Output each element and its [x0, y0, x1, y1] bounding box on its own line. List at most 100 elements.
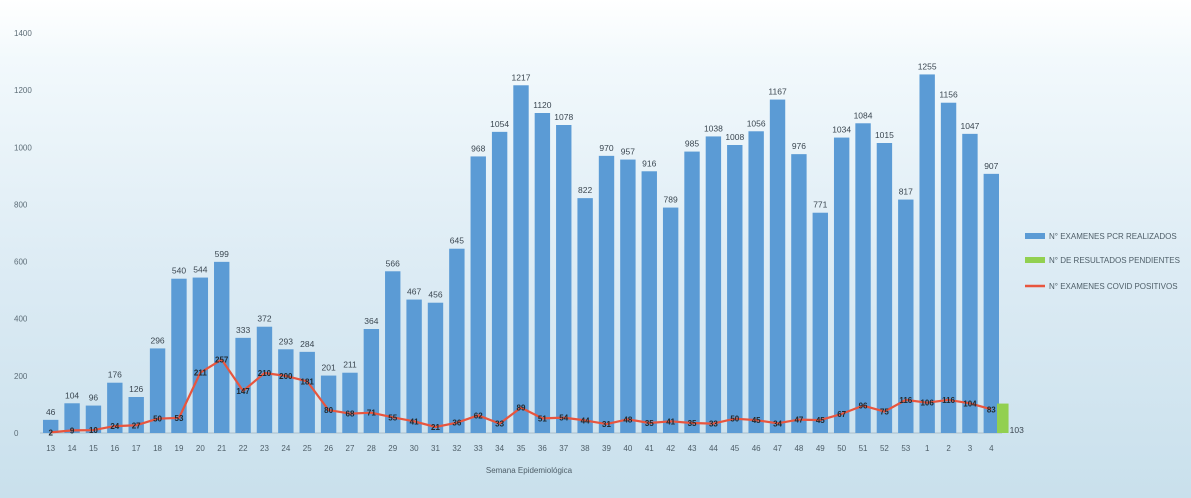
line-value-label: 257	[215, 356, 229, 365]
bar-pcr	[941, 103, 956, 433]
line-value-label: 96	[859, 402, 868, 411]
x-tick-label: 21	[217, 444, 226, 453]
bar-value-label: 284	[300, 339, 314, 349]
x-tick-label: 40	[623, 444, 632, 453]
bar-value-label: 201	[322, 363, 336, 373]
x-tick-label: 34	[495, 444, 504, 453]
line-value-label: 50	[730, 415, 739, 424]
line-value-label: 41	[410, 417, 419, 426]
bar-pcr	[748, 131, 763, 433]
bar-pcr	[342, 373, 357, 433]
bar-pcr	[171, 279, 186, 433]
bar-value-label: 968	[471, 143, 485, 153]
bar-value-label: 96	[89, 393, 99, 403]
line-value-label: 80	[324, 406, 333, 415]
line-value-label: 67	[837, 410, 846, 419]
x-tick-label: 15	[89, 444, 98, 453]
bar-pcr	[855, 123, 870, 433]
y-tick-label: 400	[14, 315, 28, 324]
bar-pcr	[919, 74, 934, 433]
bar-pcr	[471, 156, 486, 433]
y-tick-label: 800	[14, 200, 28, 209]
line-value-label: 48	[623, 415, 632, 424]
bar-value-label: 1156	[939, 90, 958, 100]
bar-value-label: 372	[257, 314, 271, 324]
x-tick-label: 31	[431, 444, 440, 453]
bar-value-label: 1167	[768, 87, 787, 97]
x-tick-label: 26	[324, 444, 333, 453]
line-value-label: 27	[132, 421, 141, 430]
bar-pcr	[962, 134, 977, 433]
bar-value-label: 333	[236, 325, 250, 335]
line-value-label: 51	[538, 414, 547, 423]
x-tick-label: 42	[666, 444, 675, 453]
line-value-label: 47	[794, 416, 803, 425]
y-tick-label: 1400	[14, 29, 32, 38]
line-value-label: 31	[602, 420, 611, 429]
legend-swatch	[1025, 257, 1045, 263]
x-tick-label: 52	[880, 444, 889, 453]
line-value-label: 36	[452, 419, 461, 428]
line-value-label: 106	[920, 399, 934, 408]
line-value-label: 10	[89, 426, 98, 435]
bar-value-label: 211	[343, 360, 357, 370]
x-tick-label: 51	[859, 444, 868, 453]
line-value-label: 24	[110, 422, 119, 431]
bar-value-label: 1056	[747, 118, 766, 128]
y-tick-label: 0	[14, 429, 19, 438]
bar-value-label: 46	[46, 407, 56, 417]
bar-value-label: 126	[129, 384, 143, 394]
line-value-label: 83	[987, 405, 996, 414]
bar-pcr	[620, 160, 635, 433]
x-tick-label: 35	[517, 444, 526, 453]
x-tick-label: 38	[581, 444, 590, 453]
bar-pcr	[257, 327, 272, 433]
legend-swatch	[1025, 285, 1045, 288]
line-value-label: 116	[899, 396, 912, 405]
bar-value-label: 817	[899, 187, 913, 197]
x-tick-label: 1	[925, 444, 930, 453]
x-tick-label: 25	[303, 444, 312, 453]
legend-label: N° EXAMENES PCR REALIZADOS	[1049, 232, 1177, 241]
bar-value-label: 467	[407, 287, 421, 297]
x-tick-label: 14	[68, 444, 77, 453]
y-tick-label: 200	[14, 372, 28, 381]
bar-pcr	[727, 145, 742, 433]
line-value-label: 147	[236, 387, 250, 396]
x-tick-label: 36	[538, 444, 547, 453]
bar-value-label: 1038	[704, 123, 723, 133]
legend-label: N° DE RESULTADOS PENDIENTES	[1049, 256, 1180, 265]
x-tick-label: 2	[946, 444, 951, 453]
y-tick-label: 1200	[14, 86, 32, 95]
bar-value-label: 1084	[854, 110, 873, 120]
x-tick-label: 53	[901, 444, 910, 453]
pending-value-label: 103	[1010, 425, 1024, 435]
legend-label: N° EXAMENES COVID POSITIVOS	[1049, 282, 1178, 291]
x-tick-label: 18	[153, 444, 162, 453]
line-value-label: 35	[645, 419, 654, 428]
x-tick-label: 22	[239, 444, 248, 453]
x-tick-label: 28	[367, 444, 376, 453]
line-value-label: 89	[517, 404, 526, 413]
x-tick-label: 33	[474, 444, 483, 453]
bar-pcr	[513, 85, 528, 433]
bar-value-label: 1034	[832, 125, 851, 135]
x-tick-label: 39	[602, 444, 611, 453]
bar-pcr	[406, 300, 421, 433]
x-tick-label: 45	[730, 444, 739, 453]
x-tick-label: 27	[346, 444, 355, 453]
x-tick-label: 13	[46, 444, 55, 453]
bar-value-label: 296	[150, 335, 164, 345]
line-value-label: 181	[301, 377, 315, 386]
bar-value-label: 970	[599, 143, 613, 153]
bar-pcr	[770, 100, 785, 433]
line-value-label: 33	[709, 420, 718, 429]
bar-value-label: 293	[279, 336, 293, 346]
line-value-label: 21	[431, 423, 440, 432]
y-tick-label: 1000	[14, 143, 32, 152]
bar-pcr	[984, 174, 999, 433]
line-value-label: 44	[581, 416, 590, 425]
bar-value-label: 645	[450, 236, 464, 246]
bar-pcr	[535, 113, 550, 433]
